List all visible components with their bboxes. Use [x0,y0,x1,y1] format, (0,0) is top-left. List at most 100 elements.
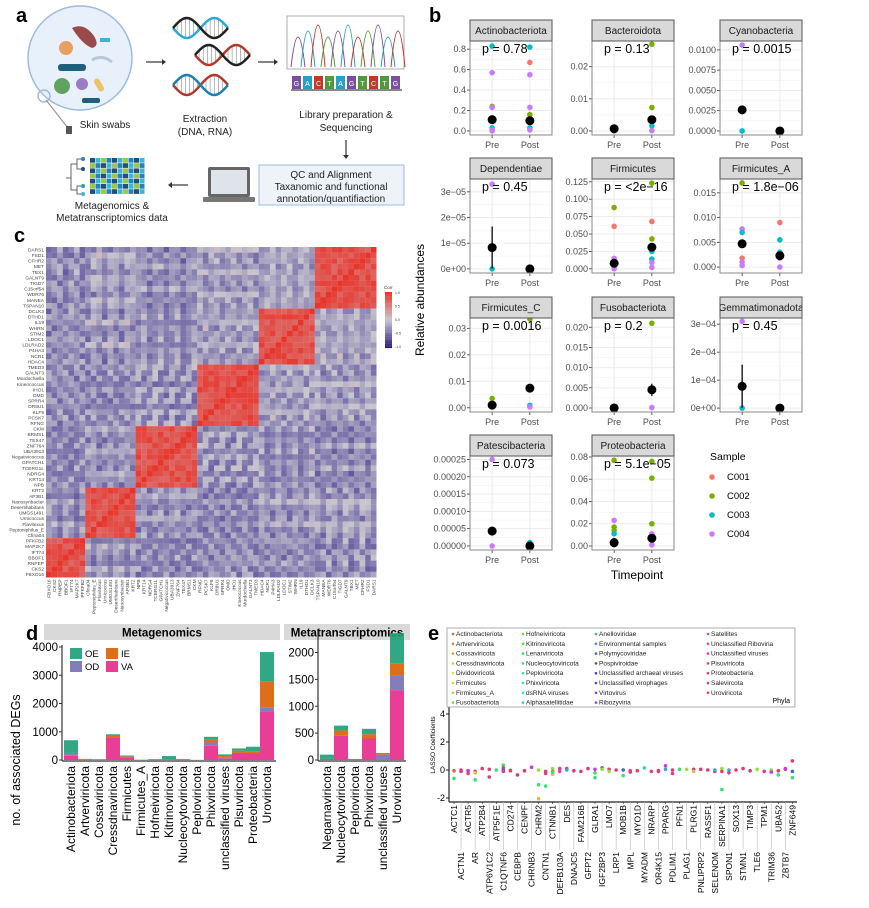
heatmap-cell [276,538,282,544]
heatmap-cell [158,297,164,303]
heatmap-cell [96,404,102,410]
heatmap-cell [46,421,52,427]
heatmap-cell [309,342,315,348]
heatmap-cell [360,404,366,410]
sequencing-label: Sequencing [320,123,373,134]
heatmap-cell [264,309,270,315]
heatmap-cell [231,460,237,466]
legend-label: Pisuviricota [711,660,745,667]
heatmap-cell [292,516,298,522]
heatmap-cell [180,437,186,443]
heatmap-cell [186,393,192,399]
legend-label: Firmicutes [456,680,487,687]
heatmap-cell [326,493,332,499]
legend-swatch [522,682,525,685]
heatmap-icon-cell [101,158,106,163]
heatmap-cell [281,561,287,567]
heatmap-cell [236,365,242,371]
heatmap-cell [276,404,282,410]
heatmap-cell [208,331,214,337]
heatmap-cell [320,359,326,365]
heatmap-cell [130,286,136,292]
column-label: LDLRAD2 [276,579,282,601]
heatmap-cell [119,549,125,555]
heatmap-cell [124,331,130,337]
y-tick-label: 0.00005 [433,524,466,534]
heatmap-cell [203,437,209,443]
heatmap-icon-cell [90,158,95,163]
heatmap-cell [242,432,248,438]
heatmap-cell [320,320,326,326]
legend-label: Pospiviroidae [599,660,638,667]
heatmap-cell [264,348,270,354]
heatmap-cell [186,297,192,303]
heatmap-cell [220,443,226,449]
heatmap-cell [192,365,198,371]
legend-title: Corr [384,285,393,290]
heatmap-cell [326,471,332,477]
heatmap-cell [57,281,63,287]
heatmap-cell [113,471,119,477]
heatmap-cell [360,510,366,516]
heatmap-cell [46,286,52,292]
heatmap-cell [287,460,293,466]
heatmap-cell [315,449,321,455]
heatmap-cell [80,303,86,309]
heatmap-cell [113,516,119,522]
heatmap-cell [365,309,371,315]
heatmap-cell [136,561,142,567]
heatmap-cell [231,281,237,287]
heatmap-cell [343,309,349,315]
heatmap-cell [236,477,242,483]
heatmap-cell [371,465,377,471]
heatmap-cell [57,398,63,404]
x-tick-label: Post [521,140,540,150]
heatmap-cell [164,359,170,365]
heatmap-cell [214,286,220,292]
heatmap-cell [259,471,265,477]
heatmap-cell [85,337,91,343]
row-label: TMED3 [28,365,45,371]
heatmap-cell [158,314,164,320]
coefficient-point [516,773,520,777]
heatmap-cell [147,527,153,533]
heatmap-cell [354,505,360,511]
heatmap-cell [287,337,293,343]
heatmap-cell [208,477,214,483]
x-tick-label: Uroviricota [390,766,404,824]
heatmap-cell [264,253,270,259]
heatmap-cell [91,482,97,488]
heatmap-cell [371,443,377,449]
heatmap-cell [225,404,231,410]
heatmap-cell [320,460,326,466]
legend-label: Artverviricota [456,641,494,648]
column-label: RFNG [198,579,204,593]
heatmap-cell [225,398,231,404]
heatmap-cell [186,337,192,343]
heatmap-cell [220,365,226,371]
heatmap-cell [63,325,69,331]
heatmap-cell [276,320,282,326]
heatmap-cell [214,449,220,455]
heatmap-cell [354,510,360,516]
heatmap-cell [248,292,254,298]
heatmap-cell [141,297,147,303]
heatmap-cell [63,409,69,415]
heatmap-cell [332,398,338,404]
heatmap-cell [343,409,349,415]
mean-point [525,264,534,273]
heatmap-cell [141,264,147,270]
heatmap-cell [158,561,164,567]
heatmap-cell [315,309,321,315]
heatmap-cell [264,320,270,326]
heatmap-cell [225,292,231,298]
heatmap-cell [248,387,254,393]
heatmap-cell [192,561,198,567]
heatmap-cell [124,253,130,259]
base-letter: A [338,81,343,88]
heatmap-cell [203,415,209,421]
heatmap-cell [203,353,209,359]
heatmap-cell [63,555,69,561]
heatmap-cell [326,275,332,281]
heatmap-cell [113,297,119,303]
